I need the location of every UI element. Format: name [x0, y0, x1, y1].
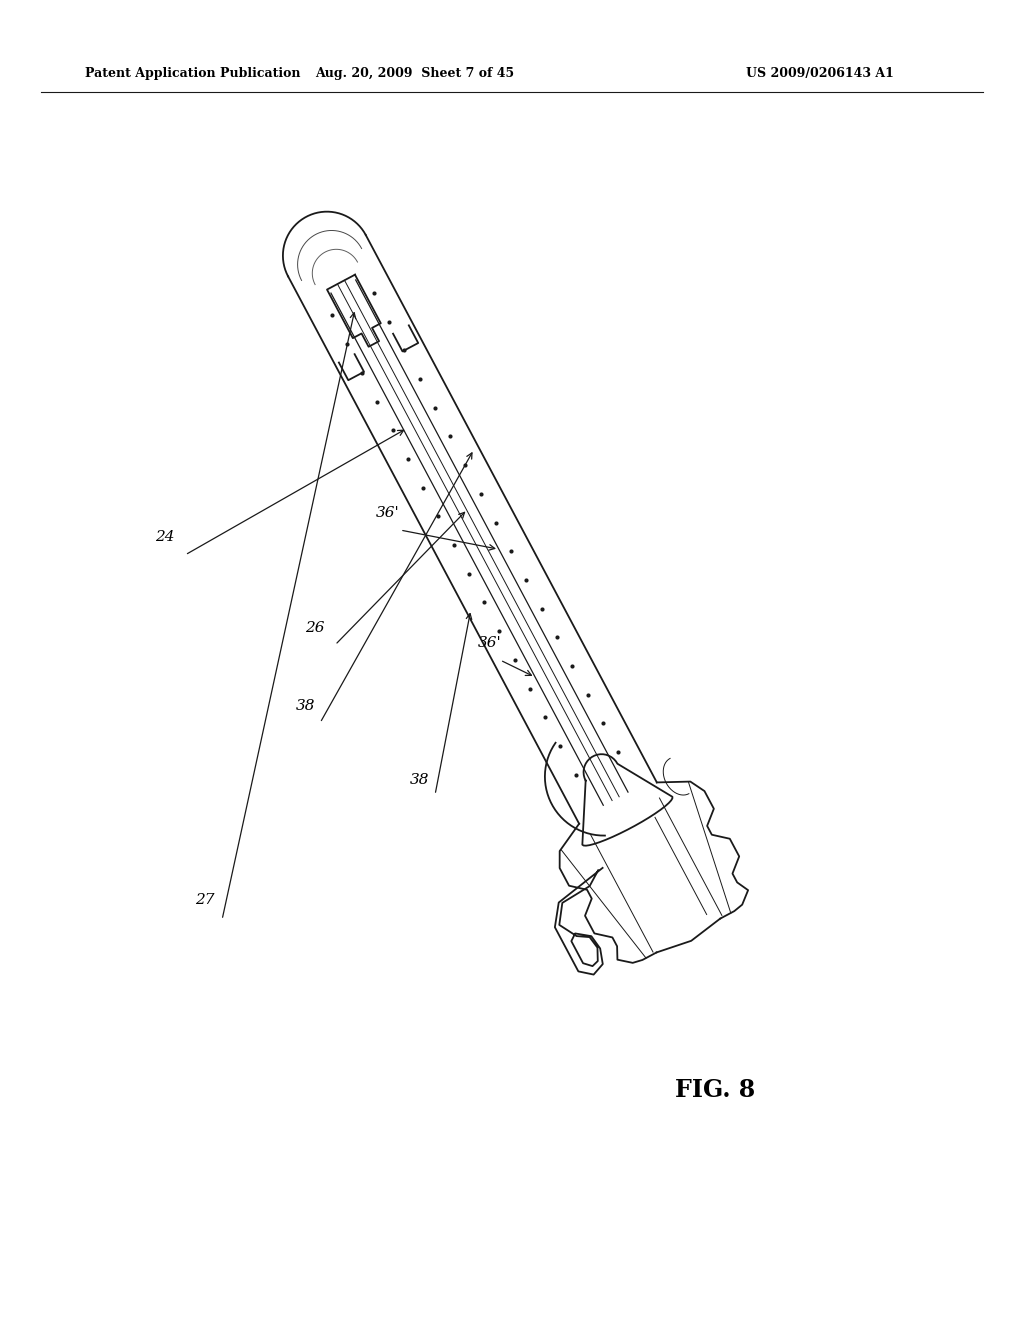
Text: 26: 26	[305, 620, 325, 635]
Text: Aug. 20, 2009  Sheet 7 of 45: Aug. 20, 2009 Sheet 7 of 45	[315, 66, 515, 79]
Text: 38: 38	[411, 774, 430, 787]
Text: 38: 38	[296, 700, 315, 713]
Text: US 2009/0206143 A1: US 2009/0206143 A1	[746, 66, 894, 79]
Text: Patent Application Publication: Patent Application Publication	[85, 66, 300, 79]
Text: FIG. 8: FIG. 8	[675, 1078, 755, 1102]
Text: 27: 27	[196, 894, 215, 907]
Text: 36': 36'	[376, 506, 400, 520]
Text: 24: 24	[156, 531, 175, 544]
Text: 36': 36'	[478, 636, 502, 649]
